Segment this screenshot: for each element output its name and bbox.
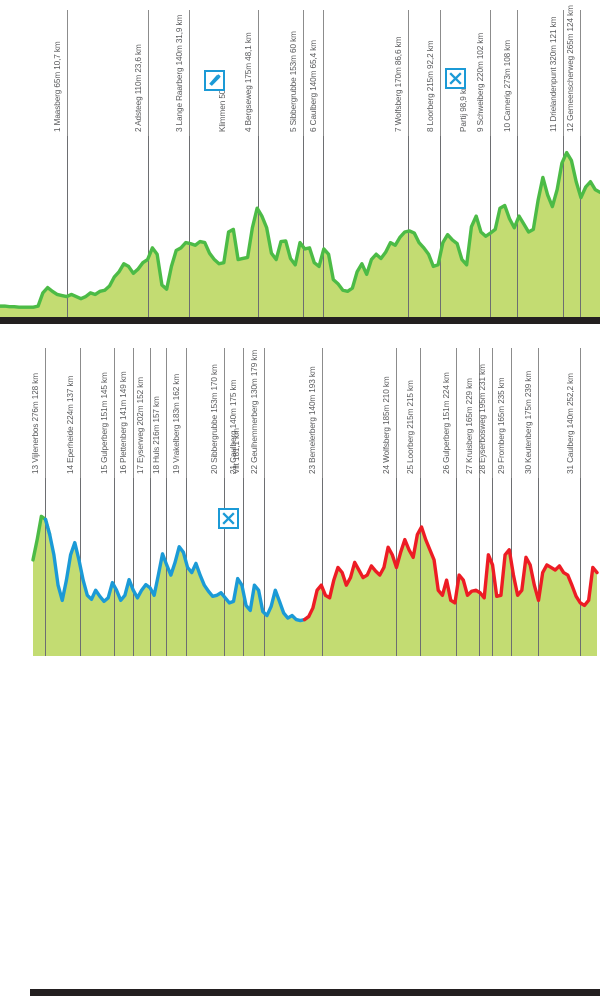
climb-label: 15 Gulperberg 151m 145 km <box>100 372 109 474</box>
climb-label: 1 Maasberg 65m 10,7 km <box>53 41 62 132</box>
elevation-line <box>0 150 600 309</box>
climb-label: 4 Bergseweg 175m 48,1 km <box>244 32 253 132</box>
climb-label: 23 Bemelerberg 140m 193 km <box>308 366 317 474</box>
climb-start-marker[interactable] <box>204 70 225 91</box>
climb-label: 26 Gulperberg 151m 224 km <box>442 372 451 474</box>
climb-label: 2 Adsteeg 110m 23,6 km <box>134 44 143 132</box>
climb-label: 8 Loorberg 215m 92,2 km <box>426 40 435 132</box>
marker-label: Vilt 181,1 km <box>232 428 241 474</box>
feedzone-marker[interactable] <box>445 68 466 89</box>
elevation-fill <box>0 152 600 322</box>
climb-label: 25 Loorberg 215m 215 km <box>406 380 415 474</box>
climb-label: 6 Caulberg 140m 65,4 km <box>309 40 318 132</box>
climb-label: 7 Wolfsberg 170m 86,6 km <box>394 36 403 132</box>
climb-label: 20 Sibbergrubbe 153m 170 km <box>210 364 219 474</box>
bottom-baseline <box>30 989 600 996</box>
bottom-chart <box>0 478 600 656</box>
top-chart <box>0 136 600 322</box>
climb-label: 17 Eyserweg 202m 152 km <box>136 377 145 474</box>
climb-label: 3 Lange Raarberg 140m 31,9 km <box>175 14 184 132</box>
elevation-line <box>302 525 599 622</box>
top-climb-labels: 1 Maasberg 65m 10,7 km 2 Adsteeg 110m 23,… <box>0 0 600 322</box>
climb-label: 5 Sibbergrubbe 153m 60 km <box>289 31 298 132</box>
climb-label: 19 Vrakelberg 183m 162 km <box>172 373 181 474</box>
climb-label: 12 Gemeenscherweg 265m 124 km <box>566 5 575 132</box>
climb-label: 14 Eperheide 224m 137 km <box>66 375 75 474</box>
climb-label: 22 Geulhemmerberg 130m 179 km <box>250 349 259 474</box>
feedzone-x-icon <box>222 512 235 525</box>
climb-label: 11 Drielandenpunt 320m 121 km <box>549 16 558 132</box>
climb-label: 31 Caulberg 140m 252,2 km <box>566 373 575 474</box>
climb-label: 9 Schweiberg 220m 102 km <box>476 32 485 132</box>
climb-label: 28 Eyserbosweg 195m 231 km <box>478 364 487 474</box>
feedzone-marker[interactable] <box>218 508 239 529</box>
marker-label: Partij 98,9 km <box>459 83 468 132</box>
climb-label: 30 Keutenberg 175m 239 km <box>524 370 533 474</box>
elevation-fill <box>33 516 597 656</box>
climb-label: 16 Plettenberg 141m 149 km <box>119 371 128 474</box>
bottom-climb-labels: 13 Vijlenerbos 276m 128 km 14 Eperheide 2… <box>0 338 600 656</box>
climb-label: 10 Camerig 273m 108 km <box>503 39 512 132</box>
climb-label: 24 Wolfsberg 185m 210 km <box>382 376 391 474</box>
top-baseline <box>0 317 600 324</box>
feedzone-x-icon <box>449 72 462 85</box>
elevation-line <box>43 517 311 623</box>
second-half-profile: 13 Vijlenerbos 276m 128 km 14 Eperheide 2… <box>0 338 600 996</box>
climb-start-icon <box>209 74 221 86</box>
first-half-profile: 1 Maasberg 65m 10,7 km 2 Adsteeg 110m 23,… <box>0 0 600 330</box>
climb-label: 29 Fromberg 165m 235 km <box>497 377 506 474</box>
climb-label: 27 Kruisberg 165m 229 km <box>465 378 474 474</box>
climb-label: 13 Vijlenerbos 276m 128 km <box>31 372 40 474</box>
climb-label: 18 Huls 216m 157 km <box>152 396 161 474</box>
